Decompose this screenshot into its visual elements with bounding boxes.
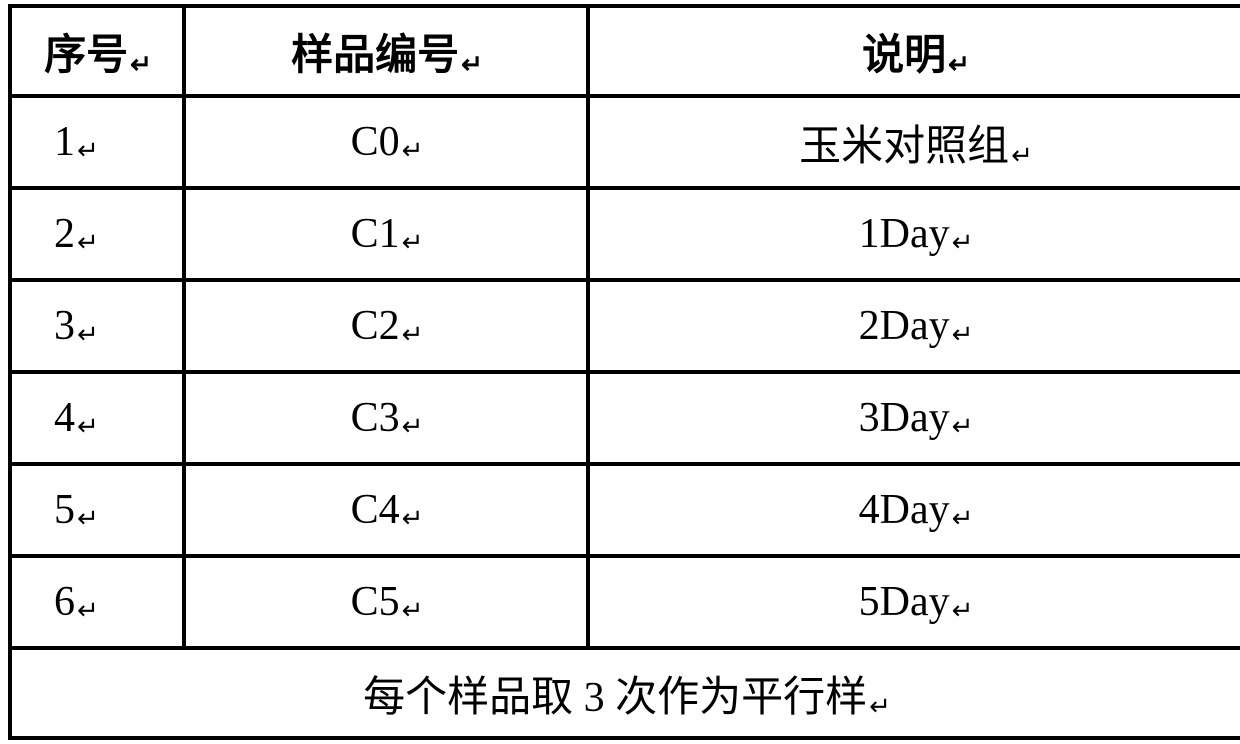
- cell-code-text: C5: [351, 579, 400, 625]
- cell-desc: 4Day↵: [588, 464, 1240, 556]
- cell-code-text: C3: [351, 395, 400, 441]
- cell-code-text: C4: [351, 487, 400, 533]
- paragraph-mark: ↵: [402, 412, 424, 441]
- paragraph-mark: ↵: [952, 504, 974, 533]
- cell-desc: 2Day↵: [588, 280, 1240, 372]
- cell-desc-text: 4Day: [859, 487, 950, 533]
- paragraph-mark: ↵: [952, 412, 974, 441]
- cell-desc-text: 玉米对照组: [799, 124, 1009, 170]
- cell-desc-text: 3Day: [859, 395, 950, 441]
- footer-cell: 每个样品取 3 次作为平行样↵: [10, 648, 1240, 738]
- cell-seq-text: 2: [54, 211, 75, 257]
- paragraph-mark: ↵: [402, 504, 424, 533]
- cell-seq: 4↵: [10, 372, 184, 464]
- col-header-code: 样品编号↵: [184, 6, 588, 96]
- paragraph-mark: ↵: [77, 412, 99, 441]
- cell-seq-text: 4: [54, 395, 75, 441]
- cell-code-text: C1: [351, 211, 400, 257]
- paragraph-mark: ↵: [952, 228, 974, 257]
- paragraph-mark: ↵: [77, 136, 99, 165]
- cell-desc: 5Day↵: [588, 556, 1240, 648]
- cell-seq: 1↵: [10, 96, 184, 188]
- footer-text: 每个样品取 3 次作为平行样: [363, 675, 867, 721]
- paragraph-mark: ↵: [948, 50, 970, 79]
- paragraph-mark: ↵: [77, 504, 99, 533]
- table-row: 1↵ C0↵ 玉米对照组↵: [10, 96, 1240, 188]
- cell-code-text: C0: [351, 119, 400, 165]
- cell-desc: 1Day↵: [588, 188, 1240, 280]
- table-row: 2↵ C1↵ 1Day↵: [10, 188, 1240, 280]
- cell-code: C0↵: [184, 96, 588, 188]
- paragraph-mark: ↵: [77, 320, 99, 349]
- cell-seq: 2↵: [10, 188, 184, 280]
- col-header-desc: 说明↵: [588, 6, 1240, 96]
- paragraph-mark: ↵: [402, 136, 424, 165]
- cell-code: C4↵: [184, 464, 588, 556]
- table-header-row: 序号↵ 样品编号↵ 说明↵: [10, 6, 1240, 96]
- cell-code-text: C2: [351, 303, 400, 349]
- cell-desc-text: 1Day: [859, 211, 950, 257]
- paragraph-mark: ↵: [461, 50, 483, 79]
- paragraph-mark: ↵: [1011, 141, 1033, 170]
- cell-seq-text: 5: [54, 487, 75, 533]
- cell-code: C3↵: [184, 372, 588, 464]
- cell-desc: 3Day↵: [588, 372, 1240, 464]
- cell-desc-text: 5Day: [859, 579, 950, 625]
- paragraph-mark: ↵: [402, 320, 424, 349]
- cell-desc-text: 2Day: [859, 303, 950, 349]
- paragraph-mark: ↵: [77, 596, 99, 625]
- paragraph-mark: ↵: [869, 692, 891, 721]
- cell-seq-text: 1: [54, 119, 75, 165]
- cell-seq-text: 3: [54, 303, 75, 349]
- cell-code: C2↵: [184, 280, 588, 372]
- col-header-seq: 序号↵: [10, 6, 184, 96]
- cell-seq: 6↵: [10, 556, 184, 648]
- cell-desc: 玉米对照组↵: [588, 96, 1240, 188]
- table-row: 4↵ C3↵ 3Day↵: [10, 372, 1240, 464]
- paragraph-mark: ↵: [952, 320, 974, 349]
- paragraph-mark: ↵: [77, 228, 99, 257]
- table-row: 3↵ C2↵ 2Day↵: [10, 280, 1240, 372]
- col-header-code-text: 样品编号: [291, 33, 459, 79]
- table-row: 6↵ C5↵ 5Day↵: [10, 556, 1240, 648]
- paragraph-mark: ↵: [952, 596, 974, 625]
- cell-code: C1↵: [184, 188, 588, 280]
- cell-seq-text: 6: [54, 579, 75, 625]
- table-row: 5↵ C4↵ 4Day↵: [10, 464, 1240, 556]
- col-header-desc-text: 说明: [862, 33, 946, 79]
- paragraph-mark: ↵: [130, 50, 152, 79]
- paragraph-mark: ↵: [402, 596, 424, 625]
- cell-seq: 3↵: [10, 280, 184, 372]
- col-header-seq-text: 序号: [44, 33, 128, 79]
- table-footer-row: 每个样品取 3 次作为平行样↵: [10, 648, 1240, 738]
- paragraph-mark: ↵: [402, 228, 424, 257]
- cell-seq: 5↵: [10, 464, 184, 556]
- cell-code: C5↵: [184, 556, 588, 648]
- sample-table: 序号↵ 样品编号↵ 说明↵ 1↵ C0↵ 玉米对照组↵ 2↵: [8, 4, 1240, 740]
